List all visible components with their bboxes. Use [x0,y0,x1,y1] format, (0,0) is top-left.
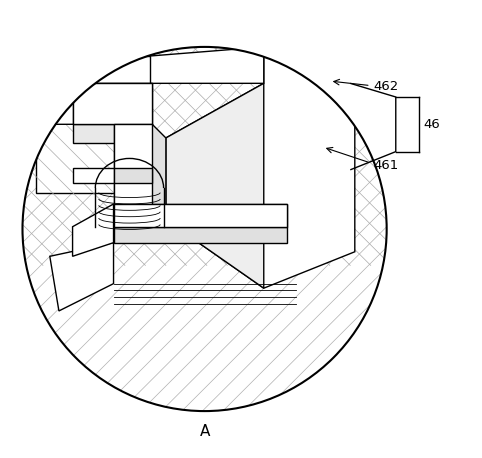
Polygon shape [166,47,355,288]
Polygon shape [166,83,264,288]
Polygon shape [114,168,152,184]
Polygon shape [50,243,114,311]
Text: 46: 46 [423,118,440,131]
Polygon shape [114,124,152,204]
Polygon shape [152,124,166,220]
Text: A: A [200,424,210,439]
Polygon shape [36,56,150,192]
Polygon shape [36,56,150,83]
Polygon shape [73,83,152,124]
Polygon shape [73,83,152,124]
Polygon shape [150,47,264,83]
Polygon shape [114,227,286,243]
Circle shape [23,47,387,411]
Text: 461: 461 [373,159,398,172]
Polygon shape [114,204,286,227]
Polygon shape [73,168,114,184]
Polygon shape [114,204,286,227]
Polygon shape [73,204,114,256]
Polygon shape [36,56,150,124]
Polygon shape [114,124,152,204]
Text: 462: 462 [373,80,398,93]
Polygon shape [73,124,152,142]
